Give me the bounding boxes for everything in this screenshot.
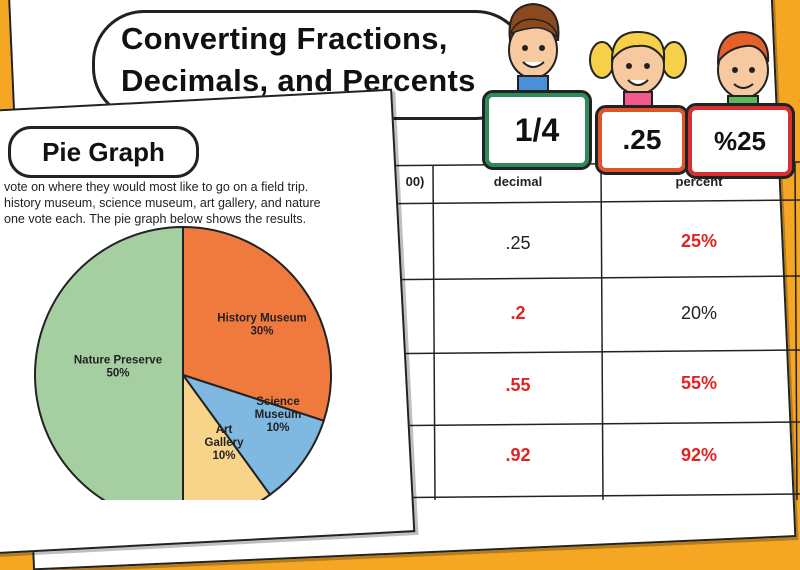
title-line-1: Converting Fractions, xyxy=(121,21,448,56)
description-line-2: history museum, science museum, art gall… xyxy=(4,196,321,210)
boy-brown-hair-illustration xyxy=(508,2,560,100)
pie-slice-label: Nature Preserve 50% xyxy=(74,355,162,380)
table-header-decimal: decimal xyxy=(493,173,543,189)
decimal-cell: .2 xyxy=(510,302,526,323)
percent-cell: 25% xyxy=(680,230,718,251)
decimal-cell: .92 xyxy=(505,444,531,465)
description-line-3: one vote each. The pie graph below shows… xyxy=(4,212,307,226)
pie-slice-label: Science Museum 10% xyxy=(255,396,302,434)
sign-percent: %25 xyxy=(685,103,795,179)
decimal-cell: .55 xyxy=(505,374,531,395)
percent-cell: 20% xyxy=(680,302,718,323)
pie-chart: History Museum 30% Science Museum 10% Art Gall… xyxy=(34,225,332,500)
table-header-percent: percent xyxy=(675,173,723,189)
pie-slice-label: History Museum 30% xyxy=(217,313,306,338)
pie-slice xyxy=(180,373,326,497)
sign-fraction: 1/4 xyxy=(482,90,592,170)
girl-blonde-pigtails-illustration xyxy=(589,30,687,117)
pie-slice xyxy=(182,371,272,500)
decimal-cell: .25 xyxy=(505,232,531,253)
table-header-fraction: 00) xyxy=(405,173,425,189)
description-line-1: vote on where they would most like to go… xyxy=(4,180,309,194)
pie-graph-title: Pie Graph xyxy=(8,126,199,178)
title-line-2: Decimals, and Percents xyxy=(121,63,476,98)
pie-slice-label: Art Gallery 10% xyxy=(205,424,245,462)
percent-cell: 92% xyxy=(680,444,718,465)
pie-slice xyxy=(182,225,332,422)
pie-slice xyxy=(34,225,184,500)
sign-decimal: .25 xyxy=(595,105,689,175)
percent-cell: 55% xyxy=(680,372,718,393)
conversion-table: 00) decimal percent .25 25% .2 20% .55 5… xyxy=(355,160,800,500)
